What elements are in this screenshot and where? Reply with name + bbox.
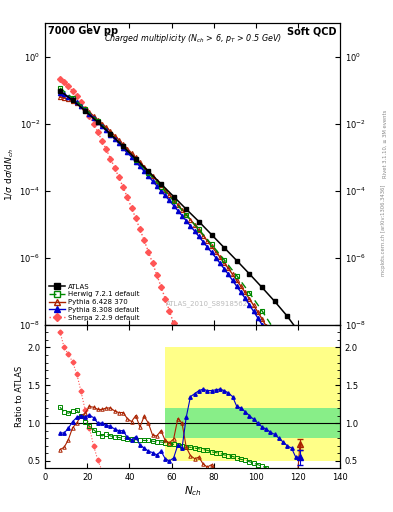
Y-axis label: 1/$\sigma$ d$\sigma$/d$N_{ch}$: 1/$\sigma$ d$\sigma$/d$N_{ch}$ — [4, 147, 17, 201]
Text: Rivet 3.1.10, ≥ 3M events: Rivet 3.1.10, ≥ 3M events — [383, 109, 387, 178]
Text: 7000 GeV pp: 7000 GeV pp — [48, 26, 118, 36]
Text: ATLAS_2010_S8918562: ATLAS_2010_S8918562 — [166, 300, 248, 307]
Y-axis label: Ratio to ATLAS: Ratio to ATLAS — [15, 366, 24, 427]
Text: Soft QCD: Soft QCD — [288, 26, 337, 36]
Text: Charged multiplicity ($N_{ch}$ > 6, $p_{T}$ > 0.5 GeV): Charged multiplicity ($N_{ch}$ > 6, $p_{… — [103, 32, 282, 45]
X-axis label: $N_{ch}$: $N_{ch}$ — [184, 484, 202, 498]
Text: mcplots.cern.ch [arXiv:1306.3436]: mcplots.cern.ch [arXiv:1306.3436] — [381, 185, 386, 276]
Legend: ATLAS, Herwig 7.2.1 default, Pythia 6.428 370, Pythia 8.308 default, Sherpa 2.2.: ATLAS, Herwig 7.2.1 default, Pythia 6.42… — [48, 282, 141, 322]
